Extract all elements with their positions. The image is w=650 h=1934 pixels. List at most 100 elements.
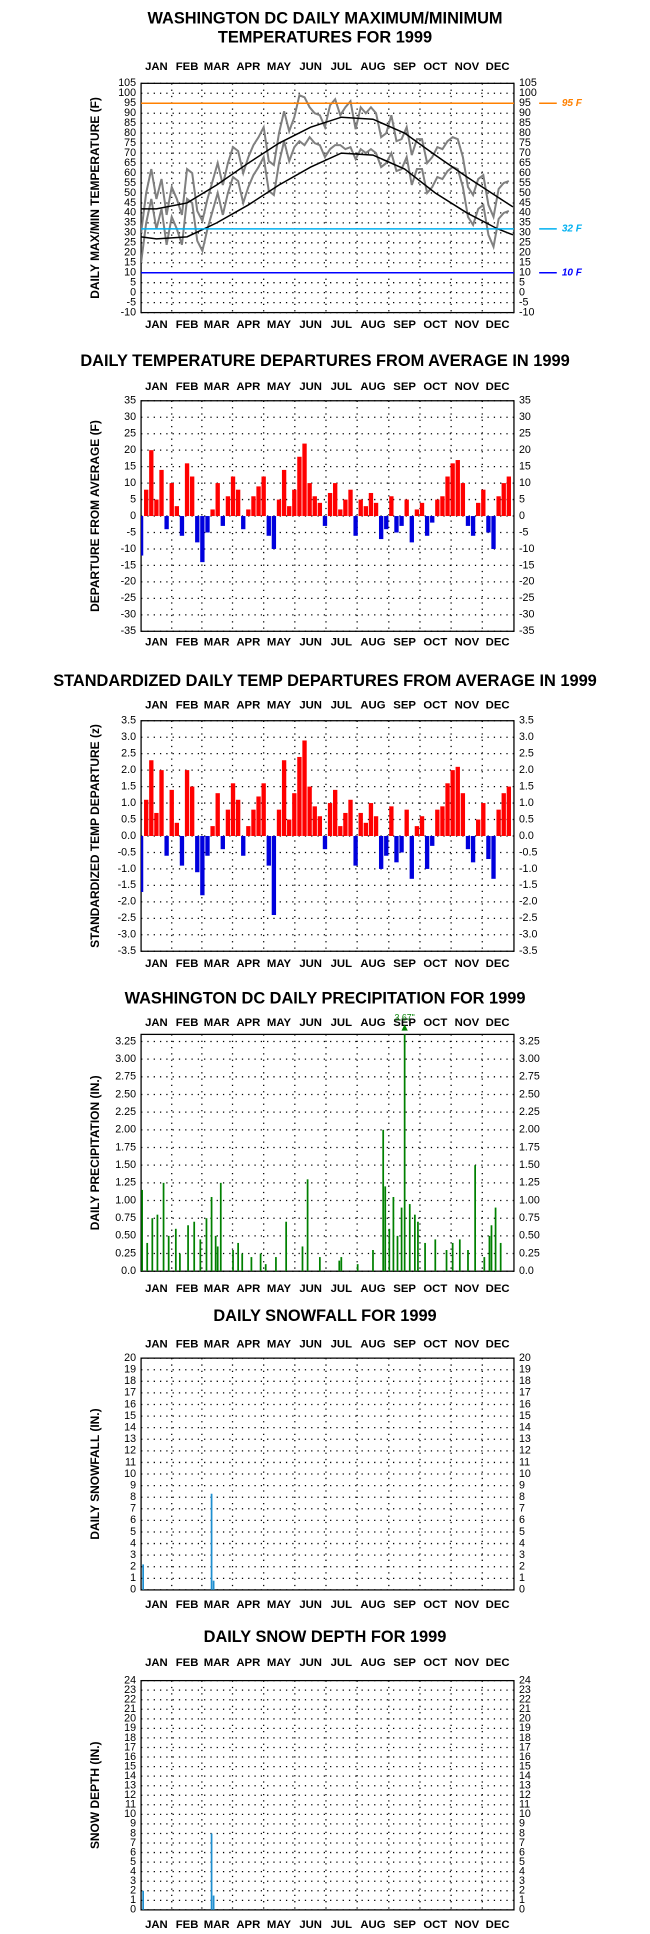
y-tick-label: 23 [519, 1684, 531, 1696]
bar [430, 835, 435, 846]
y-tick-label: 0 [130, 1904, 136, 1916]
y-tick-label: 105 [118, 77, 136, 89]
y-tick-label: 7 [519, 1503, 525, 1515]
y-tick-label: 0.0 [519, 830, 534, 842]
y-tick-label: 2 [130, 1561, 136, 1573]
bar [413, 1214, 416, 1272]
bar [424, 835, 430, 869]
y-tick-label: -2.5 [118, 912, 136, 924]
y-tick-label: 3.5 [519, 715, 534, 727]
bar [235, 489, 241, 517]
bar [167, 1235, 170, 1272]
chart-panel: STANDARDIZED DAILY TEMP DEPARTURES FROM … [53, 672, 597, 970]
x-tick-label: MAY [267, 61, 292, 73]
bar [409, 835, 414, 879]
x-tick-label: SEP [393, 700, 416, 712]
bar [388, 1228, 391, 1272]
x-tick-label: JUL [331, 319, 352, 331]
bar [212, 1580, 215, 1590]
y-tick-label: 24 [124, 1674, 136, 1686]
x-tick-label: JAN [145, 958, 168, 970]
y-tick-label: 30 [519, 227, 531, 239]
bar [450, 770, 455, 836]
bar [141, 835, 144, 892]
y-tick-label: 21 [124, 1703, 136, 1715]
bar [266, 516, 271, 536]
plot-frame [140, 82, 515, 314]
bar [338, 1260, 341, 1272]
y-tick-label: 10 [519, 1808, 531, 1820]
x-tick-label: OCT [423, 958, 447, 970]
x-tick-label: MAY [267, 1283, 292, 1295]
y-tick-label: 1.75 [519, 1141, 540, 1153]
y-tick-label: -2.0 [118, 896, 136, 908]
x-tick-label: APR [236, 381, 260, 393]
chart-title: WASHINGTON DC DAILY MAXIMUM/MINIMUM [147, 9, 502, 27]
bar [394, 835, 399, 863]
y-tick-label: 100 [519, 87, 537, 99]
x-tick-label: APR [236, 1657, 260, 1669]
x-tick-label: MAR [204, 319, 230, 331]
y-tick-label: -1.0 [519, 863, 537, 875]
y-tick-label: 11 [519, 1799, 530, 1811]
y-tick-label: 20 [124, 247, 136, 259]
y-tick-label: 2.0 [519, 764, 534, 776]
y-tick-label: 10 [124, 267, 136, 279]
x-tick-label: MAY [267, 319, 292, 331]
y-tick-label: 0.0 [121, 1265, 136, 1277]
x-tick-label: MAR [204, 61, 230, 73]
x-tick-label: JUL [331, 61, 352, 73]
bar [256, 796, 261, 836]
y-tick-label: 65 [124, 157, 136, 169]
bar [142, 1564, 144, 1590]
y-tick-label: 5 [519, 1526, 525, 1538]
x-tick-label: FEB [176, 958, 199, 970]
y-tick-label: -15 [121, 559, 137, 571]
y-tick-label: 50 [124, 187, 136, 199]
y-tick-label: 30 [124, 227, 136, 239]
chart-panel: DAILY SNOWFALL FOR 1999 DAILY SNOWFALL (I… [88, 1307, 531, 1611]
x-tick-label: SEP [393, 1599, 416, 1611]
x-tick-label: NOV [455, 637, 480, 649]
y-tick-label: 19 [124, 1364, 136, 1376]
x-tick-label: AUG [360, 1017, 385, 1029]
bar [394, 516, 399, 533]
bar [491, 516, 496, 549]
y-tick-label: 95 [124, 97, 136, 109]
bar [378, 516, 384, 540]
x-tick-label: MAR [204, 637, 230, 649]
data-layer [142, 1833, 215, 1910]
y-tick-label: 15 [519, 1760, 531, 1772]
bar [368, 803, 374, 836]
bar [301, 1246, 304, 1272]
bar [297, 756, 302, 836]
x-tick-label: JUN [299, 637, 322, 649]
x-tick-label: AUG [360, 1919, 385, 1931]
x-tick-label: AUG [360, 381, 385, 393]
y-tick-label: 6 [130, 1846, 136, 1858]
bar [189, 786, 195, 836]
y-tick-label: 5 [130, 277, 136, 289]
y-tick-label: 0.5 [519, 813, 534, 825]
bar [434, 1239, 437, 1272]
bar [445, 476, 450, 517]
y-tick-label: 5 [130, 1856, 136, 1868]
y-tick-label: 1 [130, 1572, 136, 1584]
x-tick-label: MAR [204, 958, 230, 970]
y-tick-label: 3 [130, 1875, 136, 1887]
bar [151, 1218, 154, 1272]
data-layer [141, 443, 512, 563]
y-tick-label: 15 [519, 257, 531, 269]
y-tick-label: 25 [519, 237, 531, 249]
bar [159, 770, 164, 836]
bar [404, 809, 409, 836]
y-tick-label: 11 [519, 1456, 530, 1468]
y-tick-label: 17 [519, 1387, 531, 1399]
y-tick-label: 9 [519, 1818, 525, 1830]
y-axis-label: STANDARDIZED TEMP DEPARTURE (z) [88, 724, 102, 948]
x-tick-label: APR [236, 700, 260, 712]
y-tick-label: 18 [124, 1732, 136, 1744]
x-tick-label: FEB [176, 319, 199, 331]
y-tick-label: 18 [124, 1375, 136, 1387]
